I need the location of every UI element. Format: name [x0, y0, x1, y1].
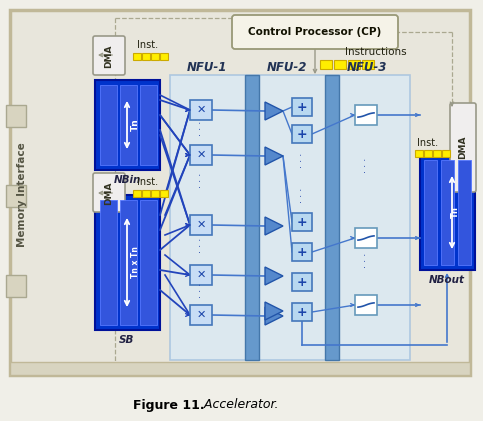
- Text: ✕: ✕: [196, 310, 206, 320]
- Bar: [142, 190, 150, 197]
- Bar: [420, 155, 475, 270]
- Bar: [355, 295, 377, 315]
- Text: · · ·: · · ·: [196, 237, 206, 253]
- FancyBboxPatch shape: [450, 103, 476, 192]
- Bar: [355, 228, 377, 248]
- Bar: [190, 305, 212, 325]
- Bar: [151, 53, 159, 60]
- Text: +: +: [297, 306, 307, 319]
- Bar: [292, 125, 312, 143]
- Bar: [458, 160, 471, 265]
- Bar: [133, 190, 141, 197]
- Text: NFU-1: NFU-1: [187, 61, 227, 74]
- Bar: [120, 200, 137, 325]
- Bar: [6, 105, 26, 127]
- FancyBboxPatch shape: [93, 36, 125, 75]
- Bar: [320, 60, 332, 69]
- Bar: [441, 160, 454, 265]
- Bar: [142, 53, 150, 60]
- Polygon shape: [265, 102, 283, 120]
- Bar: [442, 150, 450, 157]
- Text: +: +: [297, 101, 307, 114]
- Bar: [140, 200, 157, 325]
- Text: · · ·: · · ·: [361, 252, 371, 268]
- Text: DMA: DMA: [458, 135, 468, 159]
- Polygon shape: [265, 307, 283, 325]
- Bar: [160, 190, 168, 197]
- Bar: [190, 145, 212, 165]
- Bar: [355, 105, 377, 125]
- Text: DMA: DMA: [104, 44, 114, 68]
- Bar: [325, 75, 339, 360]
- Text: · · ·: · · ·: [196, 172, 206, 188]
- Bar: [133, 53, 141, 60]
- Bar: [6, 185, 26, 207]
- Bar: [292, 273, 312, 291]
- Bar: [120, 85, 137, 165]
- Bar: [190, 265, 212, 285]
- Text: Tn: Tn: [130, 119, 140, 131]
- Bar: [292, 243, 312, 261]
- Bar: [415, 150, 423, 157]
- Polygon shape: [265, 217, 283, 235]
- Text: · · ·: · · ·: [297, 152, 307, 168]
- Text: ✕: ✕: [196, 105, 206, 115]
- Polygon shape: [265, 267, 283, 285]
- Bar: [100, 200, 117, 325]
- Text: · · ·: · · ·: [196, 120, 206, 136]
- FancyBboxPatch shape: [93, 173, 125, 212]
- Text: Inst.: Inst.: [417, 138, 439, 148]
- Text: · · ·: · · ·: [196, 282, 206, 298]
- Bar: [95, 195, 160, 330]
- Text: Tn x Tn: Tn x Tn: [130, 246, 140, 278]
- Bar: [170, 75, 410, 360]
- Bar: [433, 150, 441, 157]
- Text: Figure 11.: Figure 11.: [133, 399, 205, 411]
- Text: Control Processor (CP): Control Processor (CP): [248, 27, 382, 37]
- Bar: [334, 60, 346, 69]
- Text: +: +: [297, 216, 307, 229]
- Text: ✕: ✕: [196, 220, 206, 230]
- Text: Instructions: Instructions: [345, 47, 407, 57]
- Text: NFU-2: NFU-2: [267, 61, 307, 74]
- Bar: [424, 150, 432, 157]
- Bar: [292, 213, 312, 231]
- Bar: [160, 53, 168, 60]
- Polygon shape: [265, 302, 283, 320]
- Text: NBin: NBin: [114, 175, 141, 185]
- Bar: [362, 60, 374, 69]
- FancyBboxPatch shape: [232, 15, 398, 49]
- Text: Memory Interface: Memory Interface: [17, 143, 27, 248]
- Text: +: +: [297, 275, 307, 288]
- Text: Inst.: Inst.: [138, 40, 158, 50]
- Bar: [292, 303, 312, 321]
- Text: NBout: NBout: [429, 275, 465, 285]
- Bar: [245, 75, 259, 360]
- Bar: [10, 10, 470, 375]
- Bar: [10, 362, 470, 375]
- Text: DMA: DMA: [104, 181, 114, 205]
- Text: Tn: Tn: [451, 206, 459, 218]
- Bar: [151, 190, 159, 197]
- Text: +: +: [297, 128, 307, 141]
- Bar: [190, 100, 212, 120]
- Text: · · ·: · · ·: [361, 157, 371, 173]
- Bar: [292, 98, 312, 116]
- Text: NFU-3: NFU-3: [347, 61, 387, 74]
- Text: SB: SB: [119, 335, 135, 345]
- Bar: [95, 80, 160, 170]
- Text: +: +: [297, 245, 307, 258]
- Bar: [348, 60, 360, 69]
- Polygon shape: [265, 147, 283, 165]
- Text: Accelerator.: Accelerator.: [200, 399, 279, 411]
- Text: ✕: ✕: [196, 150, 206, 160]
- Bar: [190, 215, 212, 235]
- Text: Inst.: Inst.: [138, 177, 158, 187]
- Bar: [6, 275, 26, 297]
- Text: ✕: ✕: [196, 270, 206, 280]
- Bar: [140, 85, 157, 165]
- Bar: [100, 85, 117, 165]
- Bar: [424, 160, 437, 265]
- Text: · · ·: · · ·: [297, 187, 307, 203]
